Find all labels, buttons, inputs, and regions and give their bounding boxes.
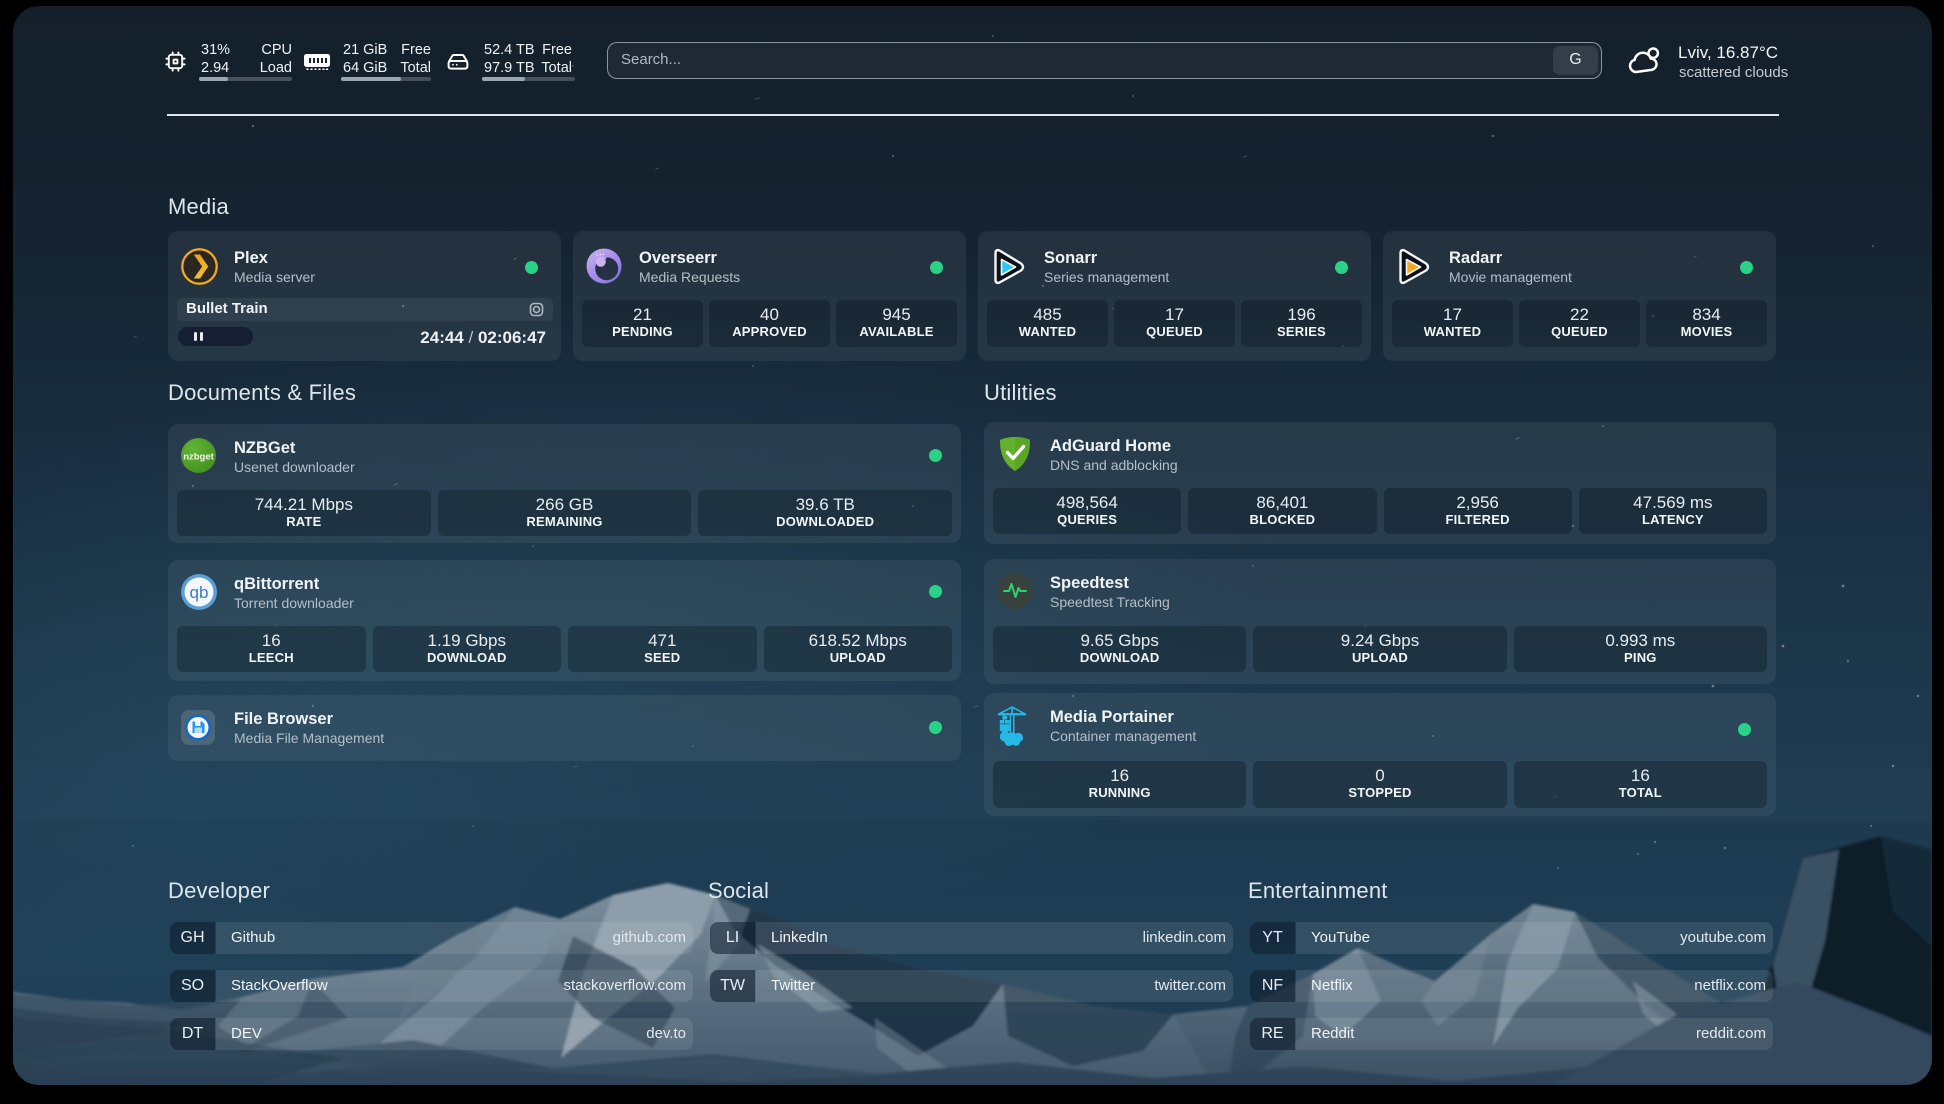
svg-text:nzbget: nzbget bbox=[183, 452, 214, 463]
svg-text:qb: qb bbox=[190, 583, 209, 602]
